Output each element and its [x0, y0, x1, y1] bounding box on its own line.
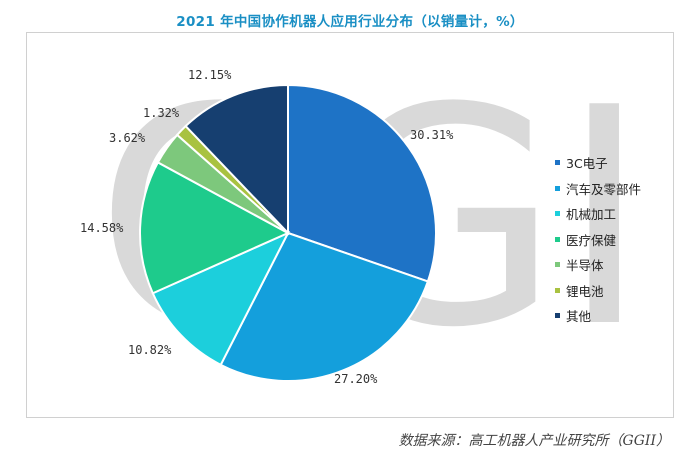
- legend-swatch: [555, 287, 560, 293]
- legend-label: 汽车及零部件: [566, 181, 642, 197]
- legend-item: 机械加工: [555, 201, 641, 227]
- legend-swatch: [555, 313, 560, 319]
- legend-item: 锂电池: [555, 278, 641, 304]
- legend-item: 半导体: [555, 252, 641, 278]
- legend-swatch: [555, 160, 560, 166]
- legend-label: 半导体: [566, 258, 604, 274]
- legend-item: 3C电子: [555, 150, 641, 176]
- legend-item: 汽车及零部件: [555, 176, 641, 202]
- legend-item: 医疗保健: [555, 227, 641, 253]
- pie-slice-7: [184, 83, 289, 236]
- slice-percent-label: 10.82%: [128, 343, 172, 357]
- chart-frame: [26, 32, 674, 418]
- slice-percent-label: 27.20%: [334, 372, 378, 386]
- slice-percent-label: 30.31%: [410, 128, 454, 142]
- pie-slice-1: [287, 83, 437, 283]
- slice-percent-label: 14.58%: [80, 221, 124, 235]
- slice-percent-label: 3.62%: [109, 131, 146, 145]
- chart-title: 2021 年中国协作机器人应用行业分布（以销量计，%）: [176, 14, 524, 30]
- pie-slice-2: [219, 231, 430, 382]
- legend-swatch: [555, 236, 560, 242]
- legend-label: 其他: [566, 309, 592, 325]
- legend-label: 机械加工: [566, 207, 617, 223]
- slice-percent-label: 12.15%: [188, 68, 232, 82]
- pie-slice-4: [139, 161, 291, 295]
- data-source: 数据来源：高工机器人产业研究所（GGII）: [398, 433, 670, 449]
- legend-label: 3C电子: [566, 156, 608, 172]
- legend-label: 医疗保健: [566, 232, 617, 248]
- legend-swatch: [555, 185, 560, 191]
- pie-slice-3: [151, 230, 291, 367]
- legend-swatch: [555, 211, 560, 217]
- chart-legend: 3C电子汽车及零部件 机械加工医疗保健半导体锂电池其他: [555, 150, 641, 329]
- legend-item: 其他: [555, 303, 641, 329]
- slice-percent-label: 1.32%: [143, 106, 180, 120]
- legend-label: 锂电池: [566, 283, 604, 299]
- legend-swatch: [555, 262, 560, 268]
